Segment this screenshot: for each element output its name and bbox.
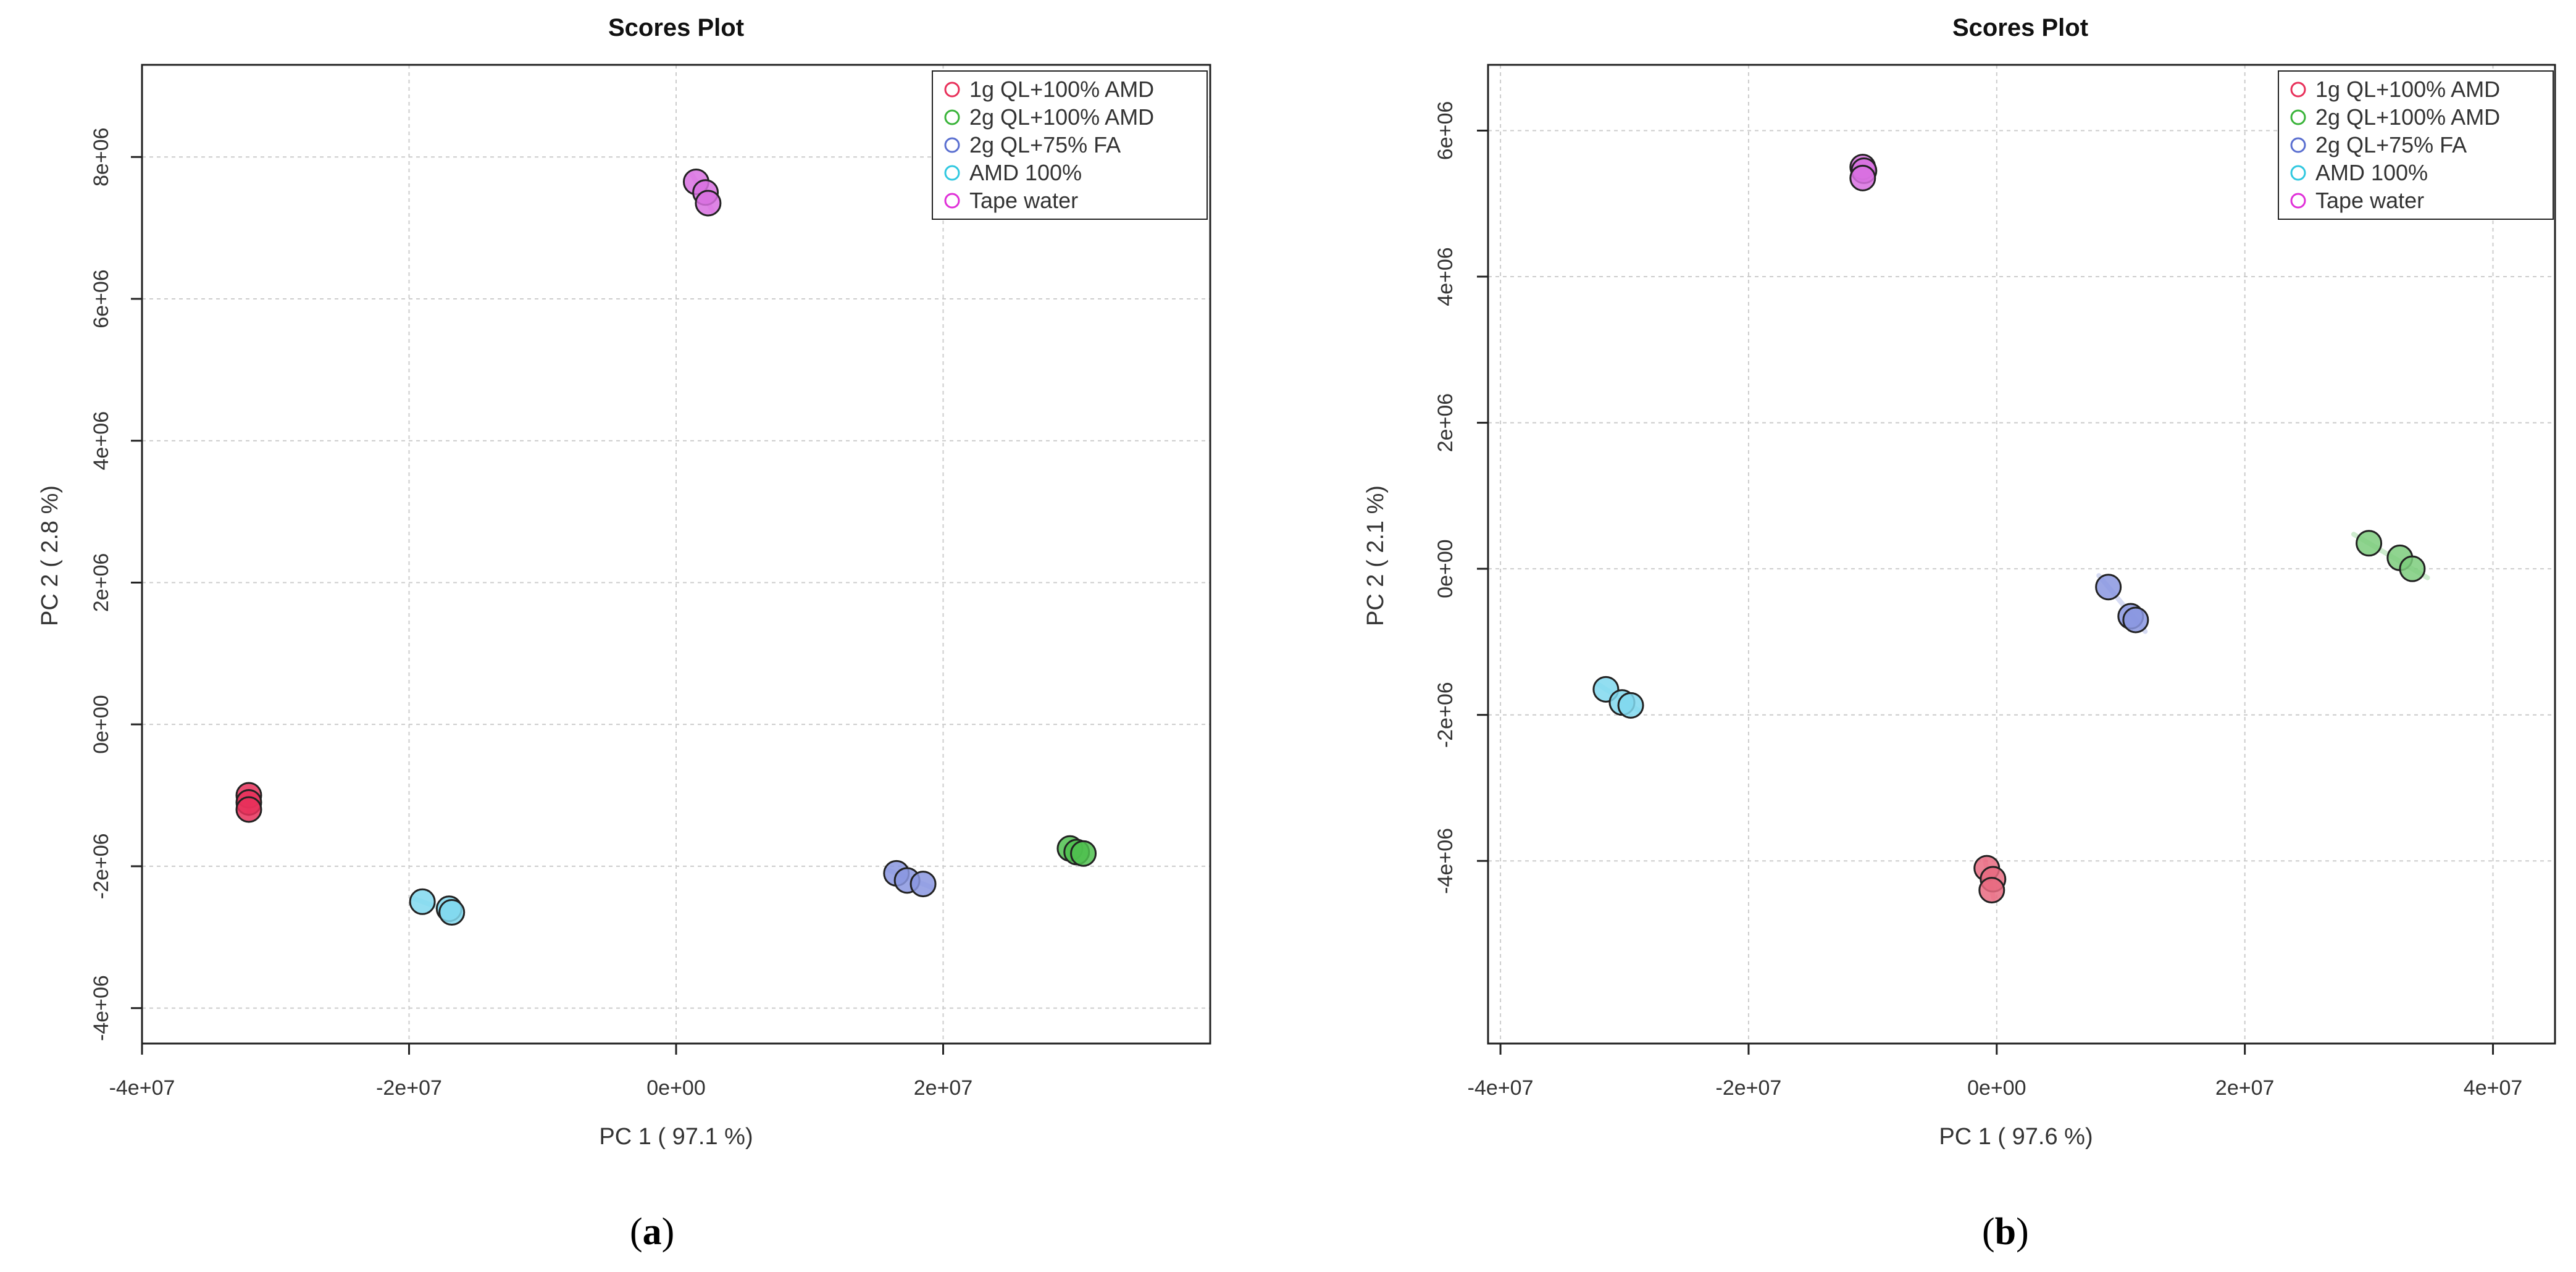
data-point [2122,606,2149,634]
scores-plot-panel-b: Scores Plot -4e+07 -2e+07 0e+00 2e+07 4e+07 -4… [1363,14,2556,1253]
y-tick-label: 6e+06 [90,269,113,328]
legend-box [2278,70,2554,220]
data-point [409,888,436,915]
legend-marker [944,137,960,153]
y-tick-label: 0e+00 [90,695,113,754]
x-tick-label: -4e+07 [109,1076,175,1100]
legend-entry: 1g QL+100% AMD [969,77,1154,102]
legend-marker [944,82,960,98]
data-point [695,190,722,217]
x-axis-label: PC 1 ( 97.6 %) [1939,1124,2093,1150]
y-tick-label: 8e+06 [90,128,113,186]
x-tick-label: 2e+07 [914,1076,973,1100]
data-point [1070,840,1097,867]
y-tick-label: 4e+06 [1434,247,1457,306]
legend-marker [944,193,960,209]
legend-entry: 2g QL+75% FA [969,132,1121,157]
data-point [2356,530,2383,557]
y-tick-label: 2e+06 [90,553,113,613]
legend-entry: 1g QL+100% AMD [2315,77,2500,102]
data-point [1617,692,1644,719]
x-tick-label: -4e+07 [1468,1076,1534,1100]
legend-marker [2290,137,2306,153]
x-tick-label: 0e+00 [646,1076,706,1100]
x-axis-label: PC 1 ( 97.1 %) [599,1124,753,1150]
x-tick-label: -2e+07 [376,1076,442,1100]
y-axis-label: PC 2 ( 2.1 %) [1363,485,1389,626]
legend-entry: 2g QL+100% AMD [2315,104,2500,130]
scores-plot-panel-a: Scores Plot -4e+07 -2e+07 0e+00 2e+07 -4e+06 -… [37,14,1211,1253]
legend-marker [2290,109,2306,125]
y-tick-label: -2e+06 [1434,682,1457,748]
y-tick-label: -4e+06 [1434,828,1457,894]
legend-entry: Tape water [969,188,1078,213]
legend-marker [2290,165,2306,181]
x-tick-label: 4e+07 [2464,1076,2523,1100]
legend-entry: Tape water [2315,188,2424,213]
y-tick-label: -2e+06 [90,833,113,899]
legend-box [932,70,1208,220]
y-tick-label: 2e+06 [1434,393,1457,453]
y-tick-label: 6e+06 [1434,101,1457,161]
y-axis-label: PC 2 ( 2.8 %) [37,485,63,626]
y-tick-label: 4e+06 [90,411,113,471]
legend-marker [944,165,960,181]
legend-marker [2290,82,2306,98]
x-tick-label: 2e+07 [2215,1076,2275,1100]
data-point [438,899,466,926]
panel-label: (a) [630,1211,674,1253]
legend-entry: AMD 100% [969,160,1082,185]
legend-entry: 2g QL+100% AMD [969,104,1154,130]
legend-marker [2290,193,2306,209]
data-point [910,871,937,898]
data-point [2399,555,2426,582]
chart-title: Scores Plot [1952,14,2088,41]
legend-entry: 2g QL+75% FA [2315,132,2467,157]
plot-frame [1487,64,2556,1045]
x-tick-label: 0e+00 [1967,1076,2026,1100]
y-tick-label: 0e+00 [1434,539,1457,598]
panel-label: (b) [1982,1211,2029,1253]
legend-entry: AMD 100% [2315,160,2428,185]
data-point [1978,877,2005,904]
y-tick-label: -4e+06 [90,975,113,1041]
data-point [1849,164,1876,191]
legend-marker [944,109,960,125]
chart-title: Scores Plot [608,14,744,41]
data-point [235,796,262,823]
data-point [2095,574,2122,601]
x-tick-label: -2e+07 [1716,1076,1782,1100]
